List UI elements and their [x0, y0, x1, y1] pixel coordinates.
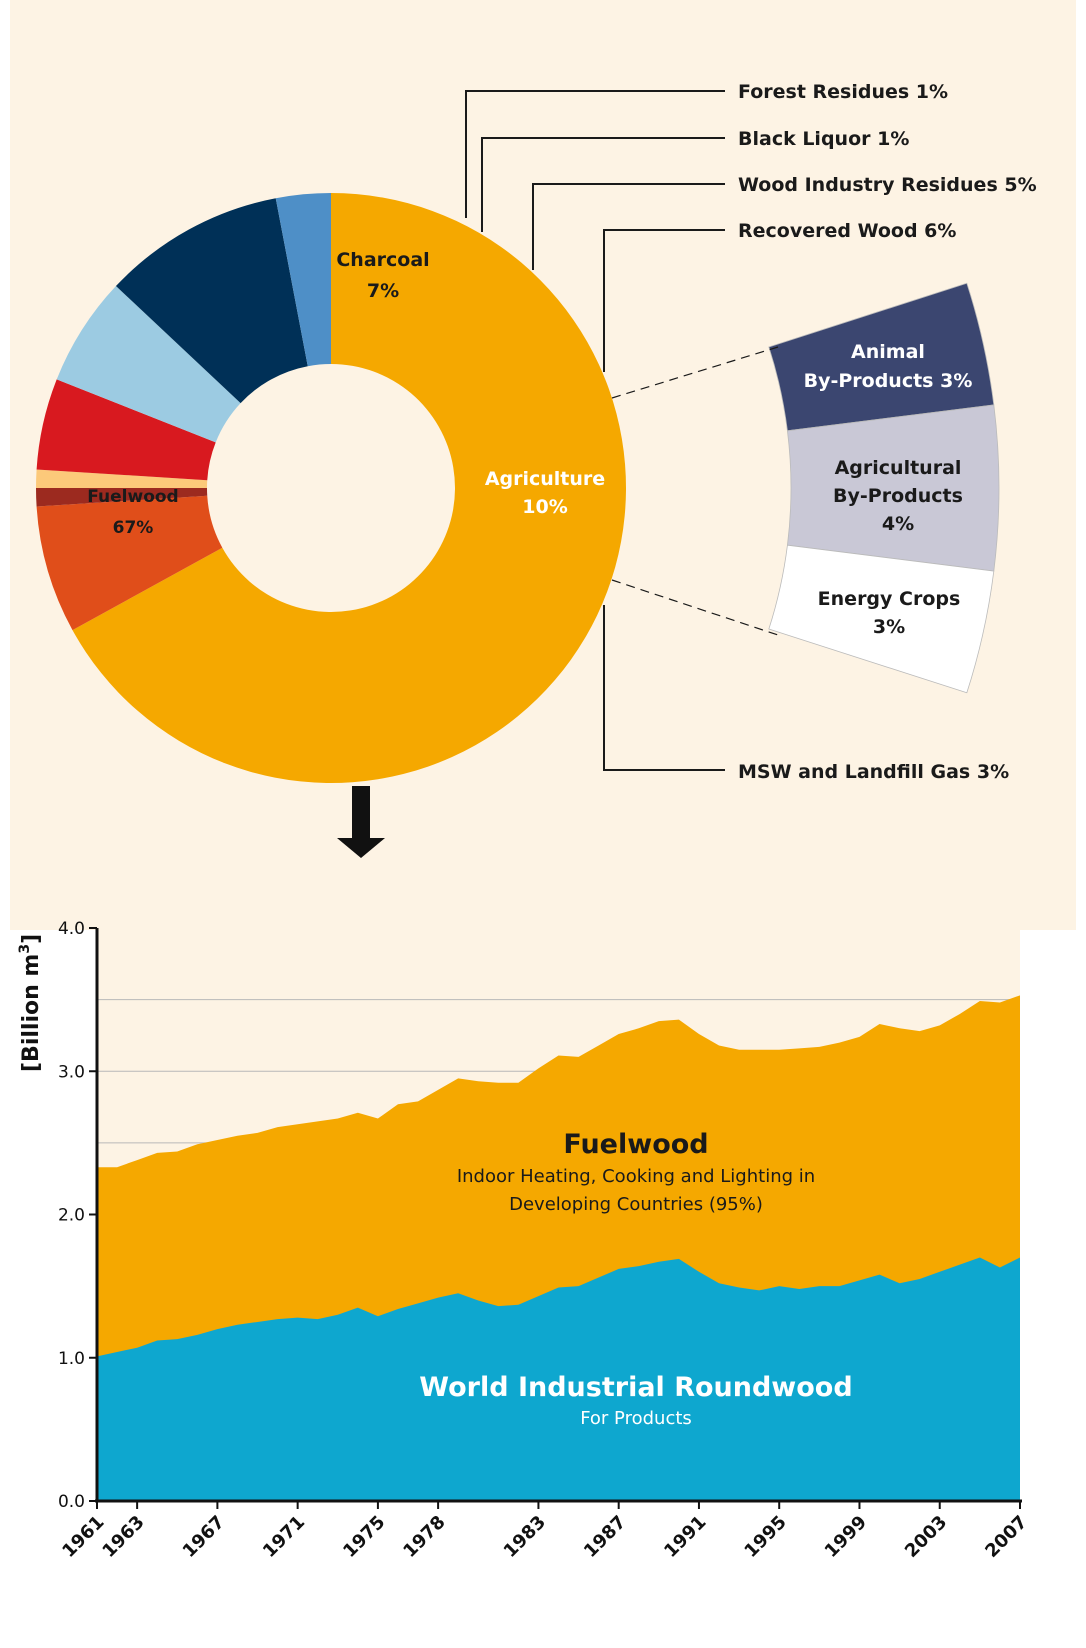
plot-background — [97, 928, 1020, 1502]
breakdown-energy-crops — [768, 544, 995, 694]
x-tick-label: 1991 — [660, 1512, 710, 1562]
label-agriculture: Agriculture — [485, 468, 605, 490]
label-animal: Animal — [851, 341, 925, 363]
slice-agriculture — [115, 198, 308, 404]
slice-charcoal — [36, 495, 223, 631]
leader-line-recovered-wood — [603, 229, 725, 372]
x-tick-label: 1961 — [58, 1512, 108, 1562]
y-tick-label: 2.0 — [58, 1206, 85, 1226]
label-energy-crops: Energy Crops — [818, 588, 961, 610]
x-tick-label: 1971 — [259, 1512, 309, 1562]
label-fuelwood: Fuelwood — [87, 487, 178, 507]
slice-recovered-wood — [56, 286, 241, 443]
x-tick-label: 2007 — [981, 1512, 1031, 1562]
fuelwood-subtitle-2: Developing Countries (95%) — [509, 1194, 763, 1215]
y-axis-title: [Billion m3] — [17, 934, 44, 1072]
roundwood-subtitle: For Products — [580, 1408, 692, 1429]
slice-black-liquor — [36, 469, 208, 488]
label-charcoal-percent: 7% — [367, 280, 399, 302]
roundwood-title: World Industrial Roundwood — [419, 1372, 852, 1403]
leader-line-wood-industry-residues — [532, 183, 725, 270]
roundwood-area — [97, 1257, 1020, 1501]
y-axis-title-main: [Billion m — [19, 954, 44, 1072]
y-axis-title-end: ] — [19, 934, 44, 944]
breakdown-connector-bottom — [611, 579, 779, 636]
label-agriculture-percent: 10% — [522, 496, 567, 518]
down-arrow-icon — [337, 786, 385, 858]
label-agricultural-byproducts: By-Products — [833, 485, 963, 507]
label-black-liquor: Black Liquor 1% — [738, 128, 909, 150]
x-tick-label: 1987 — [580, 1512, 630, 1562]
y-axis-title-sup: 3 — [17, 944, 33, 954]
label-msw-landfill-gas: MSW and Landfill Gas 3% — [738, 761, 1009, 783]
label-agricultural: Agricultural — [835, 457, 962, 479]
fuelwood-title: Fuelwood — [563, 1129, 708, 1160]
label-animal-byproducts: By-Products 3% — [804, 370, 973, 392]
y-tick-label: 0.0 — [58, 1492, 85, 1512]
x-tick-label: 1963 — [98, 1512, 148, 1562]
label-forest-residues: Forest Residues 1% — [738, 81, 948, 103]
label-charcoal: Charcoal — [336, 249, 429, 271]
x-tick-label: 1967 — [179, 1512, 229, 1562]
x-tick-label: 1995 — [740, 1512, 790, 1562]
label-agricultural-percent: 4% — [882, 513, 914, 535]
x-tick-label: 1983 — [500, 1512, 550, 1562]
y-tick-label: 1.0 — [58, 1349, 85, 1369]
energy-source-donut-chart: Forest Residues 1% Black Liquor 1% Wood … — [36, 81, 1037, 858]
label-recovered-wood: Recovered Wood 6% — [738, 220, 956, 242]
x-tick-label: 2003 — [901, 1512, 951, 1562]
x-tick-label: 1975 — [339, 1512, 389, 1562]
slice-forest-residues — [36, 488, 208, 507]
leader-line-black-liquor — [481, 137, 725, 232]
x-tick-label: 1999 — [821, 1512, 871, 1562]
leader-line-forest-residues — [465, 90, 725, 218]
slice-fuelwood — [72, 193, 627, 784]
fuelwood-area — [97, 995, 1020, 1501]
breakdown-connector-top — [611, 346, 779, 399]
label-fuelwood-percent: 67% — [113, 518, 154, 538]
leader-line-msw — [603, 605, 725, 771]
fuelwood-subtitle-1: Indoor Heating, Cooking and Lighting in — [457, 1166, 815, 1187]
x-tick-label: 1978 — [399, 1512, 449, 1562]
label-energy-crops-percent: 3% — [873, 616, 905, 638]
slice-wood-industry-residues — [36, 379, 216, 481]
label-wood-industry-residues: Wood Industry Residues 5% — [738, 174, 1037, 196]
y-tick-label: 3.0 — [58, 1062, 85, 1082]
slice-msw-and-landfill-gas — [275, 193, 331, 367]
